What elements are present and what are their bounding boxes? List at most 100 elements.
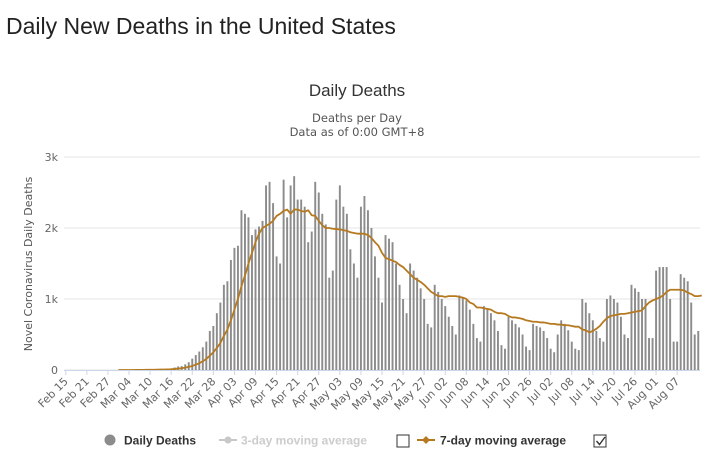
daily-deaths-bar[interactable] bbox=[293, 176, 296, 370]
daily-deaths-bar[interactable] bbox=[553, 352, 556, 370]
daily-deaths-bar[interactable] bbox=[451, 325, 454, 370]
daily-deaths-bar[interactable] bbox=[577, 350, 580, 370]
daily-deaths-bar[interactable] bbox=[296, 199, 299, 370]
daily-deaths-bar[interactable] bbox=[430, 327, 433, 370]
daily-deaths-bar[interactable] bbox=[433, 284, 436, 370]
daily-deaths-bar[interactable] bbox=[641, 299, 643, 370]
daily-deaths-bar[interactable] bbox=[440, 299, 443, 370]
legend-item-3day-average[interactable]: 3-day moving average bbox=[219, 434, 367, 448]
daily-deaths-bar[interactable] bbox=[507, 316, 510, 370]
daily-deaths-bar[interactable] bbox=[201, 347, 204, 370]
daily-deaths-bar[interactable] bbox=[251, 235, 253, 370]
daily-deaths-bar[interactable] bbox=[655, 270, 658, 370]
daily-deaths-bar[interactable] bbox=[307, 242, 310, 370]
daily-deaths-bar[interactable] bbox=[623, 334, 626, 371]
daily-deaths-bar[interactable] bbox=[686, 281, 689, 370]
daily-deaths-bar[interactable] bbox=[226, 281, 229, 370]
daily-deaths-bar[interactable] bbox=[651, 338, 654, 370]
daily-deaths-bar[interactable] bbox=[683, 277, 686, 370]
daily-deaths-bar[interactable] bbox=[268, 181, 271, 370]
daily-deaths-bar[interactable] bbox=[560, 320, 563, 370]
daily-deaths-bar[interactable] bbox=[370, 228, 373, 370]
daily-deaths-bar[interactable] bbox=[328, 277, 331, 370]
daily-deaths-bar[interactable] bbox=[335, 199, 338, 370]
daily-deaths-bar[interactable] bbox=[535, 325, 538, 370]
daily-deaths-bar[interactable] bbox=[395, 263, 398, 371]
daily-deaths-bar[interactable] bbox=[282, 179, 285, 370]
daily-deaths-bar[interactable] bbox=[619, 316, 622, 370]
daily-deaths-bar[interactable] bbox=[468, 309, 471, 370]
daily-deaths-bar[interactable] bbox=[240, 210, 243, 370]
daily-deaths-bar[interactable] bbox=[458, 295, 461, 370]
daily-deaths-bar[interactable] bbox=[539, 327, 542, 370]
daily-deaths-bar[interactable] bbox=[198, 351, 201, 370]
daily-deaths-bar[interactable] bbox=[602, 341, 605, 370]
daily-deaths-bar[interactable] bbox=[345, 213, 348, 370]
daily-deaths-bar[interactable] bbox=[317, 192, 320, 371]
daily-deaths-bar[interactable] bbox=[486, 309, 489, 370]
daily-deaths-bar[interactable] bbox=[511, 320, 513, 370]
daily-deaths-bar[interactable] bbox=[525, 346, 528, 370]
daily-deaths-bar[interactable] bbox=[697, 330, 700, 370]
daily-deaths-bar[interactable] bbox=[229, 259, 232, 370]
daily-deaths-bar[interactable] bbox=[591, 320, 594, 370]
daily-deaths-bar[interactable] bbox=[342, 206, 345, 370]
daily-deaths-bar[interactable] bbox=[630, 284, 633, 370]
daily-deaths-bar[interactable] bbox=[669, 299, 672, 370]
daily-deaths-bar[interactable] bbox=[634, 288, 636, 370]
daily-deaths-bar[interactable] bbox=[423, 299, 426, 370]
daily-deaths-bar[interactable] bbox=[402, 299, 405, 370]
daily-deaths-bar[interactable] bbox=[500, 345, 503, 370]
daily-deaths-bar[interactable] bbox=[546, 338, 549, 370]
daily-deaths-bar[interactable] bbox=[693, 334, 696, 371]
daily-deaths-bar[interactable] bbox=[416, 277, 419, 370]
daily-deaths-bar[interactable] bbox=[265, 185, 268, 370]
daily-deaths-bar[interactable] bbox=[247, 217, 250, 370]
daily-deaths-bar[interactable] bbox=[444, 306, 447, 370]
daily-deaths-bar[interactable] bbox=[300, 199, 303, 370]
daily-deaths-bar[interactable] bbox=[637, 291, 640, 370]
daily-deaths-bar[interactable] bbox=[570, 341, 573, 370]
daily-deaths-bar[interactable] bbox=[191, 358, 194, 370]
daily-deaths-bar[interactable] bbox=[236, 245, 239, 370]
daily-deaths-bar[interactable] bbox=[479, 341, 482, 370]
daily-deaths-bar[interactable] bbox=[412, 270, 415, 370]
daily-deaths-bar[interactable] bbox=[672, 341, 675, 370]
daily-deaths-bar[interactable] bbox=[366, 210, 369, 370]
daily-deaths-bar[interactable] bbox=[310, 231, 313, 370]
daily-deaths-bar[interactable] bbox=[658, 267, 661, 370]
daily-deaths-bar[interactable] bbox=[518, 327, 520, 370]
daily-deaths-bar[interactable] bbox=[261, 220, 264, 370]
daily-deaths-bar[interactable] bbox=[609, 295, 612, 370]
daily-deaths-bar[interactable] bbox=[504, 348, 506, 370]
daily-deaths-bar[interactable] bbox=[391, 242, 394, 370]
daily-deaths-bar[interactable] bbox=[665, 267, 668, 370]
daily-deaths-bar[interactable] bbox=[595, 330, 598, 370]
daily-deaths-bar[interactable] bbox=[679, 274, 682, 370]
daily-deaths-bar[interactable] bbox=[627, 338, 629, 370]
daily-deaths-bar[interactable] bbox=[574, 348, 577, 370]
daily-deaths-bar[interactable] bbox=[475, 338, 478, 370]
daily-deaths-bar[interactable] bbox=[222, 284, 225, 370]
daily-deaths-bar[interactable] bbox=[542, 330, 545, 370]
daily-deaths-bar[interactable] bbox=[616, 302, 619, 370]
daily-deaths-bar[interactable] bbox=[437, 291, 440, 370]
daily-deaths-bar[interactable] bbox=[528, 350, 531, 370]
daily-deaths-bar[interactable] bbox=[584, 302, 587, 370]
legend-checkbox-7day-average[interactable] bbox=[593, 434, 607, 448]
daily-deaths-bar[interactable] bbox=[349, 249, 352, 370]
daily-deaths-bar[interactable] bbox=[612, 299, 615, 370]
daily-deaths-bar[interactable] bbox=[194, 355, 197, 370]
daily-deaths-bar[interactable] bbox=[648, 338, 651, 370]
daily-deaths-bar[interactable] bbox=[454, 334, 457, 371]
daily-deaths-bar[interactable] bbox=[279, 263, 282, 371]
daily-deaths-bar[interactable] bbox=[352, 263, 355, 371]
legend-checkbox-3day-average[interactable] bbox=[396, 434, 410, 448]
daily-deaths-bar[interactable] bbox=[588, 313, 591, 370]
daily-deaths-bar[interactable] bbox=[338, 185, 341, 370]
daily-deaths-bar[interactable] bbox=[324, 224, 327, 370]
daily-deaths-bar[interactable] bbox=[244, 213, 246, 370]
daily-deaths-bar[interactable] bbox=[254, 229, 257, 370]
daily-deaths-bar[interactable] bbox=[461, 297, 464, 370]
daily-deaths-bar[interactable] bbox=[482, 306, 485, 370]
